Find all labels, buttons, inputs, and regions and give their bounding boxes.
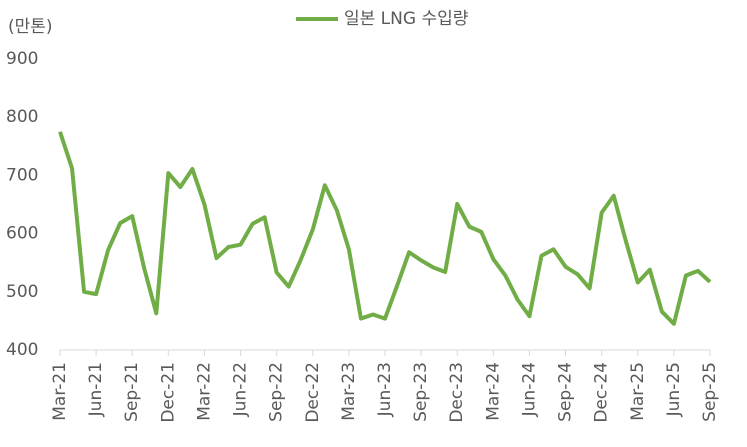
y-tick-label: 600 [6,224,38,244]
x-tick-label: Sep-25 [700,362,720,422]
x-tick-label: Sep-23 [411,362,431,422]
x-tick-label: Jun-21 [86,362,106,417]
y-tick-label: 800 [6,107,38,127]
x-tick-label: Dec-23 [447,362,467,423]
x-tick-label: Sep-22 [267,362,287,422]
line-series [58,131,712,326]
x-tick-label: Sep-24 [556,362,576,422]
x-tick-label: Jun-22 [231,362,251,417]
legend-label: 일본 LNG 수입량 [344,9,469,29]
x-tick-label: Mar-25 [628,362,648,421]
y-tick-label: 700 [6,165,38,185]
x-tick-label: Mar-23 [339,362,359,421]
x-tick-label: Mar-21 [50,362,70,421]
x-tick-label: Sep-21 [122,362,142,422]
x-tick-label: Dec-21 [158,362,178,423]
x-tick-label: Jun-24 [519,362,539,417]
x-tick-label: Dec-22 [303,362,323,423]
x-tick-label: Dec-24 [592,362,612,423]
x-tick-label: Mar-24 [483,362,503,421]
y-tick-label: 900 [6,49,38,69]
x-tick-label: Mar-22 [194,362,214,421]
x-tick-label: Jun-23 [375,362,395,417]
x-tick-label: Jun-25 [664,362,684,417]
y-tick-label: 500 [6,282,38,302]
y-tick-label: 400 [6,340,38,360]
y-axis-label: (만톤) [8,17,53,37]
